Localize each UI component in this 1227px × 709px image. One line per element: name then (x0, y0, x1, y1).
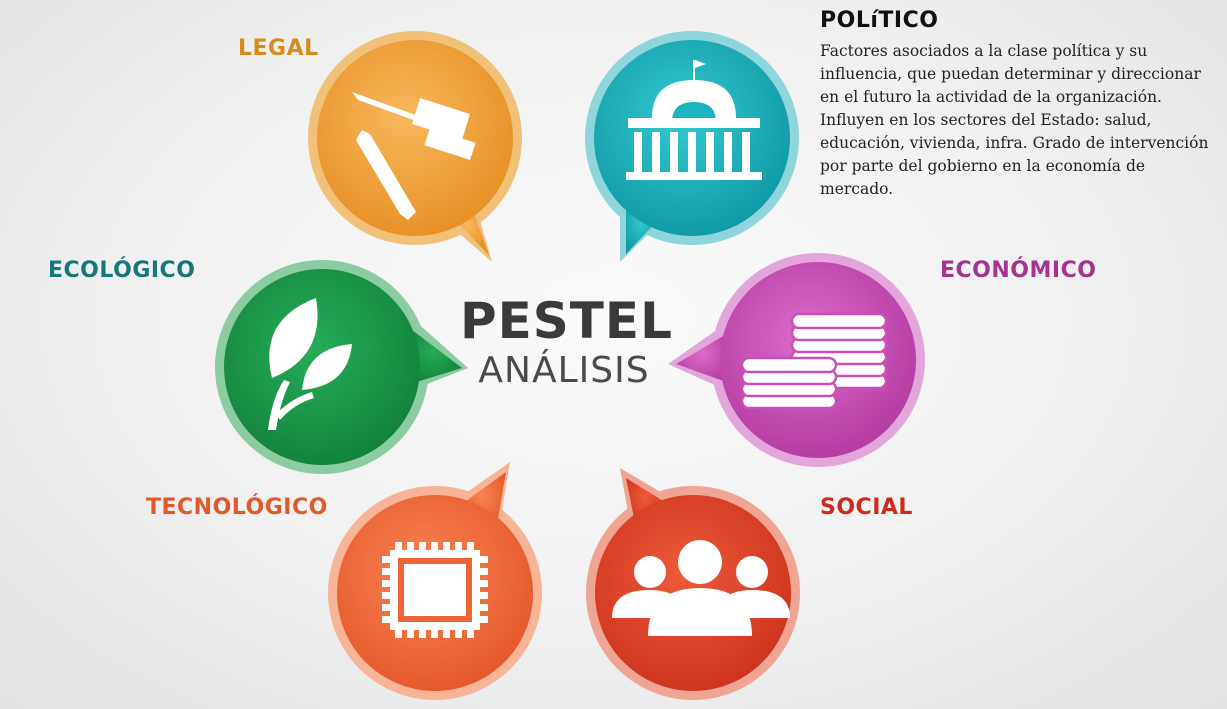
legal-label: LEGAL (238, 36, 319, 61)
gavel-icon (352, 92, 476, 220)
economico-bubble (668, 253, 925, 467)
center-title: PESTEL (460, 292, 673, 350)
social-bubble (586, 468, 800, 700)
people-icon (612, 540, 790, 636)
legal-bubble (308, 31, 522, 262)
politico-description: Factores asociados a la clase política y… (820, 42, 1209, 198)
ecologico-bubble (215, 260, 468, 474)
tecnologico-bubble (328, 462, 542, 700)
tecnologico-label: TECNOLÓGICO (146, 495, 328, 520)
leaves-icon (268, 298, 352, 430)
chip-icon (382, 542, 488, 638)
politico-bubble (585, 31, 799, 262)
politico-label: POLíTICO (820, 8, 939, 33)
economico-label: ECONÓMICO (940, 258, 1097, 283)
center-subtitle: ANÁLISIS (478, 350, 650, 391)
coins-icon (740, 312, 888, 410)
capitol-building-icon (626, 60, 762, 180)
social-label: SOCIAL (820, 495, 913, 520)
ecologico-label: ECOLÓGICO (48, 258, 196, 283)
